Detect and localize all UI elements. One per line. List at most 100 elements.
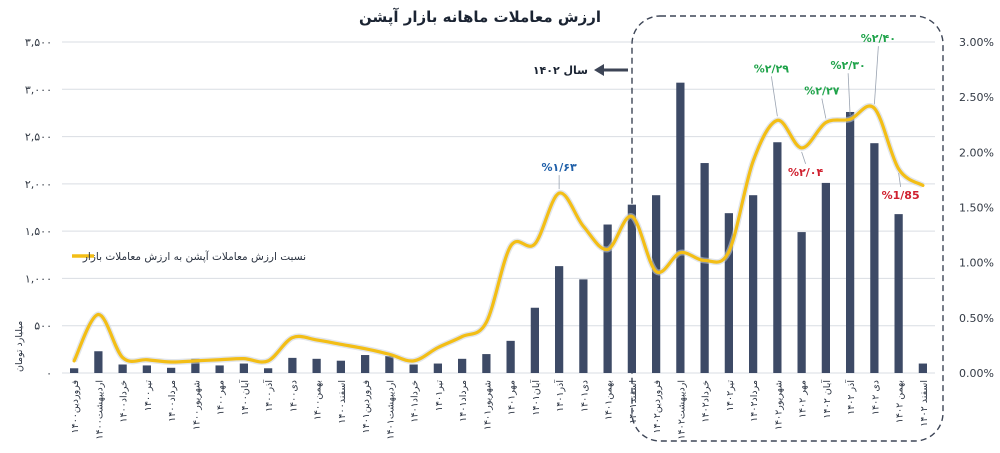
annotation-leader — [821, 98, 827, 119]
right-tick-label: 1.00% — [959, 257, 994, 270]
left-tick-label: ۲,۵۰۰ — [25, 131, 52, 144]
x-tick-label: آذر۱۴۰۰ — [262, 380, 275, 412]
bar — [749, 195, 758, 373]
annotation-label: %۲/۰۴ — [788, 166, 823, 179]
x-tick-label: فروردین۱۴۰۱ — [361, 380, 372, 434]
bar — [385, 355, 394, 373]
left-tick-label: ۰ — [46, 367, 52, 380]
annotation-label: %۲/۴۰ — [861, 32, 896, 45]
bar — [312, 358, 321, 373]
x-tick-label: بهمن۱۴۰۰ — [313, 380, 324, 420]
bar-series — [70, 82, 927, 374]
bar — [652, 195, 661, 373]
bar — [94, 351, 103, 373]
annotations: %۱/۶۳ %۲/۲۹ %۲/۰۴ %۲/۲۷ %۲/۳۰ %۲/۴۰ %1/85 — [542, 32, 920, 202]
x-tick-label: مرداد۱۴۰۰ — [167, 380, 178, 422]
left-tick-label: ۵۰۰ — [34, 320, 52, 333]
legend-label: نسبت ارزش معاملات آپشن به ارزش معاملات ب… — [82, 250, 306, 263]
right-tick-label: 0.00% — [959, 367, 994, 380]
bar — [821, 182, 830, 373]
x-tick-label: اسفند۱۴۰۱ — [628, 380, 639, 424]
bar — [458, 358, 467, 373]
left-tick-label: ۲,۰۰۰ — [25, 178, 52, 191]
right-axis: 3.00% 2.50% 2.00% 1.50% 1.00% 0.50% 0.00% — [959, 36, 994, 380]
annotation-leader — [801, 151, 807, 165]
left-tick-label: ۱,۰۰۰ — [25, 272, 52, 285]
x-tick-label: شهریور۱۴۰۲ — [773, 380, 784, 430]
x-tick-label: تیر۱۴۰۲ — [725, 380, 736, 412]
bar — [239, 363, 248, 373]
annotation-leader — [770, 76, 778, 117]
left-tick-label: ۳,۰۰۰ — [25, 83, 52, 96]
bar — [773, 142, 782, 373]
right-tick-label: 2.00% — [959, 146, 994, 159]
bar — [433, 363, 442, 373]
left-tick-label: ۳,۵۰۰ — [25, 36, 52, 49]
bar — [603, 224, 612, 373]
bar — [482, 354, 491, 373]
bar — [846, 111, 855, 374]
annotation-label: %۱/۶۳ — [542, 161, 577, 174]
x-tick-label: شهریور۱۴۰۰ — [191, 380, 202, 430]
bar — [142, 365, 151, 373]
x-tick-label: اردیبهشت۱۴۰۲ — [676, 380, 687, 440]
x-tick-label: اسفند۱۴۰۰ — [337, 380, 348, 424]
x-tick-label: تیر۱۴۰۱ — [434, 380, 445, 412]
left-axis: ۳,۵۰۰ ۳,۰۰۰ ۲,۵۰۰ ۲,۰۰۰ ۱,۵۰۰ ۱,۰۰۰ ۵۰۰ ۰ — [25, 36, 52, 380]
x-tick-label: مهر ۱۴۰۲ — [798, 380, 809, 418]
bar — [627, 204, 636, 373]
x-tick-label: آذر ۱۴۰۲ — [844, 380, 857, 415]
x-tick-label: آبان ۱۴۰۲ — [820, 380, 833, 419]
x-tick-label: اردیبهشت۱۴۰۱ — [385, 380, 396, 440]
ratio-line — [72, 104, 925, 364]
x-tick-label: فروردین۱۴۰۰ — [70, 380, 81, 434]
x-tick-label: اسفند ۱۴۰۲ — [919, 380, 930, 427]
legend: نسبت ارزش معاملات آپشن به ارزش معاملات ب… — [72, 250, 306, 263]
annotation-label: %۲/۲۷ — [804, 85, 839, 98]
bar — [870, 143, 879, 373]
bar — [336, 360, 345, 373]
bar — [118, 364, 127, 373]
right-tick-label: 0.50% — [959, 312, 994, 325]
x-tick-label: فروردین۱۴۰۲ — [652, 380, 663, 434]
annotation-leader — [898, 172, 902, 187]
x-tick-label: تیر۱۴۰۰ — [143, 380, 154, 412]
x-tick-label: مهر۱۴۰۰ — [216, 380, 227, 415]
annotation-leader — [847, 73, 851, 116]
x-tick-label: مرداد۱۴۰۱ — [458, 380, 469, 422]
highlight-label: سال ۱۴۰۲ — [533, 64, 588, 77]
bar — [264, 368, 273, 373]
x-tick-label: دی۱۴۰۰ — [288, 380, 299, 412]
x-tick-label: بهمن ۱۴۰۲ — [895, 380, 906, 423]
bar — [215, 365, 224, 373]
bar — [555, 266, 564, 373]
x-tick-label: مهر۱۴۰۱ — [507, 380, 518, 415]
x-tick-label: دی ۱۴۰۲ — [870, 380, 881, 415]
x-tick-label: بهمن۱۴۰۱ — [604, 380, 615, 420]
right-tick-label: 1.50% — [959, 202, 994, 215]
x-tick-label: شهریور۱۴۰۱ — [482, 380, 493, 430]
bar — [288, 357, 297, 373]
x-tick-label: آبان۱۴۰۰ — [238, 380, 251, 416]
bar — [191, 358, 200, 373]
right-tick-label: 3.00% — [959, 36, 994, 49]
x-tick-label: خرداد۱۴۰۰ — [119, 380, 130, 423]
x-tick-label: خرداد۱۴۰۲ — [701, 380, 712, 423]
x-tick-label: اردیبهشت۱۴۰۰ — [94, 380, 105, 440]
y-axis-label: میلیارد تومان — [14, 321, 25, 372]
x-tick-label: مرداد۱۴۰۲ — [749, 380, 760, 422]
bar — [797, 232, 806, 373]
chart-title: ارزش معاملات ماهانه بازار آپشن — [359, 8, 601, 27]
bar — [530, 307, 539, 373]
x-axis-ticks: فروردین۱۴۰۰ اردیبهشت۱۴۰۰ خرداد۱۴۰۰ تیر۱۴۰۰ م… — [70, 380, 930, 440]
x-tick-label: دی۱۴۰۱ — [579, 380, 590, 412]
bar — [167, 367, 176, 373]
bar — [70, 368, 79, 373]
bar — [409, 364, 418, 373]
bar — [579, 279, 588, 373]
x-tick-label: آبان۱۴۰۱ — [529, 380, 542, 416]
annotation-label: %1/85 — [882, 189, 920, 202]
x-tick-label: آذر۱۴۰۱ — [553, 380, 566, 412]
annotation-label: %۲/۳۰ — [831, 59, 866, 72]
bar — [700, 163, 709, 373]
